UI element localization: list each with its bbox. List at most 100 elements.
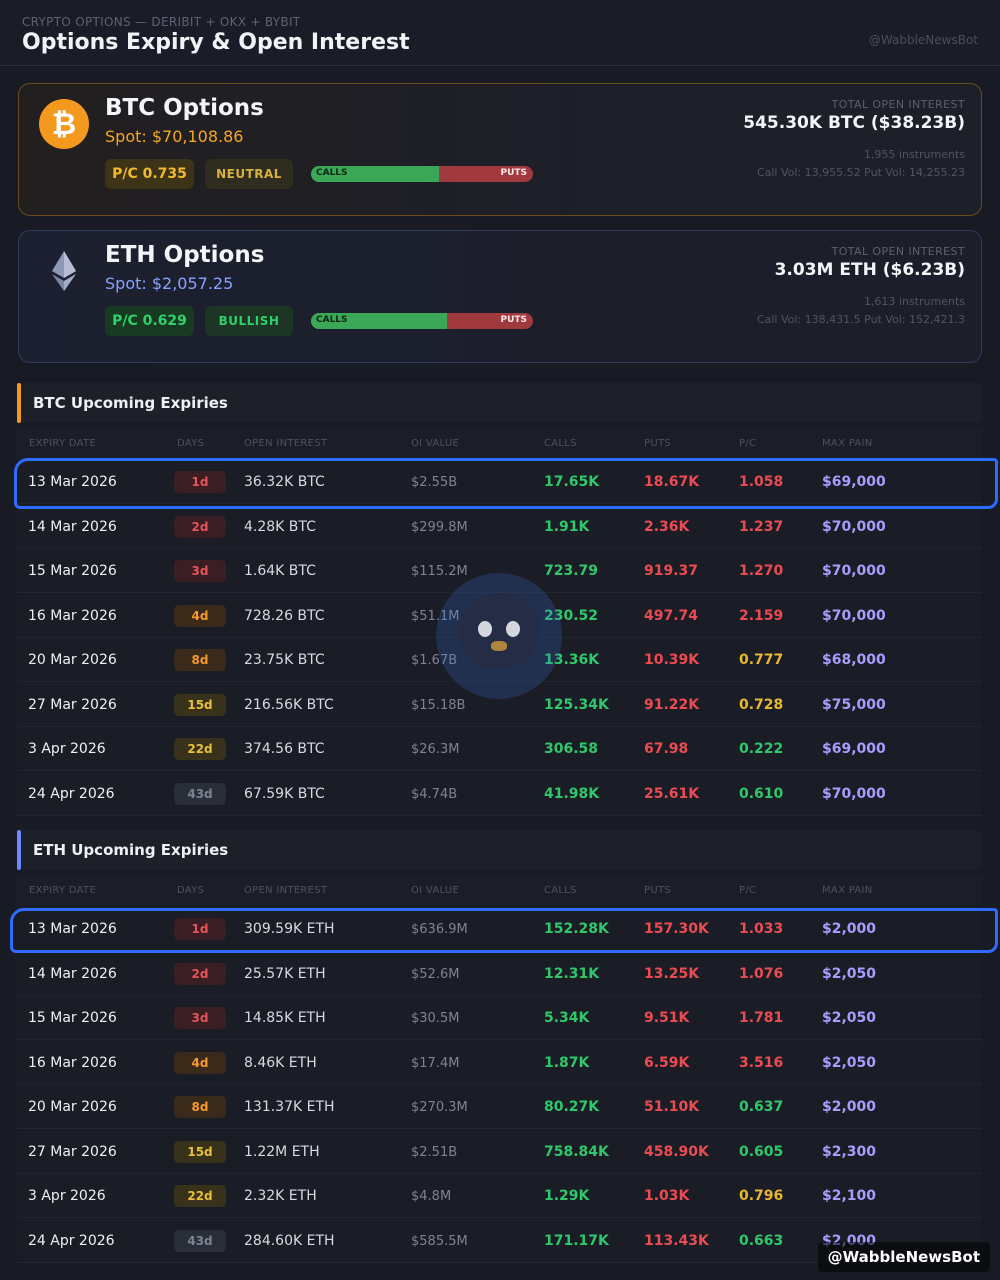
oi-value: $15.18B [411, 697, 466, 713]
puts-count: 51.10K [644, 1099, 700, 1115]
oi-value: $299.8M [411, 519, 468, 535]
open-interest: 25.57K ETH [244, 965, 326, 982]
puts-count: 91.22K [644, 696, 700, 713]
expiry-date: 15 Mar 2026 [28, 563, 117, 579]
eth-calls-puts-bar: CALLS PUTS [311, 313, 533, 329]
days-badge: 3d [174, 1007, 226, 1029]
max-pain: $2,000 [822, 921, 877, 937]
open-interest: 1.64K BTC [244, 563, 316, 579]
expiry-date: 24 Apr 2026 [28, 1232, 115, 1249]
header-eyebrow: CRYPTO OPTIONS — DERIBIT + OKX + BYBIT [22, 15, 301, 29]
oi-value: $4.8M [411, 1189, 452, 1204]
table-row[interactable]: 27 Mar 2026 15d 216.56K BTC $15.18B 125.34K 9… [17, 682, 982, 727]
max-pain: $2,050 [822, 1054, 877, 1071]
col-open-interest: OPEN INTEREST [244, 885, 328, 896]
table-row[interactable]: 15 Mar 2026 3d 14.85K ETH $30.5M 5.34K 9.51K 1… [17, 996, 982, 1040]
col-puts: PUTS [644, 438, 672, 449]
oi-value: $52.6M [411, 966, 460, 982]
table-row[interactable]: 13 Mar 2026 1d 309.59K ETH $636.9M 152.28K 15… [17, 907, 982, 951]
expiry-date: 27 Mar 2026 [28, 696, 117, 713]
days-badge: 8d [174, 649, 226, 671]
calls-count: 758.84K [544, 1143, 609, 1160]
btc-sentiment-badge: NEUTRAL [205, 159, 293, 189]
pc-ratio: 1.237 [739, 518, 784, 535]
eth-spot-price: Spot: $2,057.25 [105, 274, 234, 293]
table-row[interactable]: 20 Mar 2026 8d 131.37K ETH $270.3M 80.27K 51.… [17, 1085, 982, 1129]
table-row[interactable]: 16 Mar 2026 4d 8.46K ETH $17.4M 1.87K 6.59K 3.… [17, 1040, 982, 1085]
col-pc: P/C [739, 438, 757, 449]
pc-ratio: 0.222 [739, 741, 784, 757]
days-badge: 2d [174, 515, 226, 538]
days-badge: 43d [174, 1229, 226, 1252]
col-puts: PUTS [644, 885, 672, 896]
col-oi-value: OI VALUE [411, 438, 460, 449]
pc-ratio: 0.663 [739, 1232, 784, 1249]
max-pain: $75,000 [822, 696, 886, 713]
table-row[interactable]: 3 Apr 2026 22d 2.32K ETH $4.8M 1.29K 1.03K 0.7… [17, 1174, 982, 1218]
expiry-date: 3 Apr 2026 [28, 1188, 106, 1204]
expiry-date: 14 Mar 2026 [28, 518, 117, 535]
days-badge: 4d [174, 1051, 226, 1074]
btc-calls-puts-bar: CALLS PUTS [311, 166, 533, 182]
max-pain: $70,000 [822, 563, 886, 579]
btc-column-headers: EXPIRY DATE DAYS OPEN INTEREST OI VALUE … [17, 429, 982, 459]
open-interest: 374.56 BTC [244, 741, 325, 757]
open-interest: 67.59K BTC [244, 785, 325, 802]
calls-count: 1.29K [544, 1188, 590, 1204]
eth-card-title: ETH Options [105, 242, 265, 268]
btc-summary-card: ₿ BTC Options Spot: $70,108.86 P/C 0.735… [18, 83, 982, 216]
open-interest: 728.26 BTC [244, 607, 325, 624]
table-row[interactable]: 14 Mar 2026 2d 4.28K BTC $299.8M 1.91K 2.36K 1… [17, 504, 982, 549]
puts-count: 497.74 [644, 607, 699, 624]
ethereum-icon [39, 246, 89, 296]
calls-count: 1.91K [544, 518, 590, 535]
col-expiry-date: EXPIRY DATE [29, 885, 97, 896]
open-interest: 14.85K ETH [244, 1010, 326, 1026]
max-pain: $70,000 [822, 785, 886, 802]
calls-count: 171.17K [544, 1232, 609, 1249]
calls-count: 41.98K [544, 785, 600, 802]
table-row[interactable]: 3 Apr 2026 22d 374.56 BTC $26.3M 306.58 67.98… [17, 727, 982, 771]
btc-oi-value: 545.30K BTC ($38.23B) [743, 113, 965, 133]
calls-count: 723.79 [544, 563, 599, 579]
pc-ratio: 0.605 [739, 1143, 784, 1160]
pc-ratio: 0.796 [739, 1188, 784, 1204]
table-row[interactable]: 27 Mar 2026 15d 1.22M ETH $2.51B 758.84K 458.… [17, 1129, 982, 1174]
oi-value: $270.3M [411, 1100, 468, 1115]
pc-ratio: 0.637 [739, 1099, 784, 1115]
eth-summary-card: ETH Options Spot: $2,057.25 P/C 0.629 BU… [18, 230, 982, 363]
btc-oi-label: TOTAL OPEN INTEREST [831, 98, 965, 111]
table-row[interactable]: 13 Mar 2026 1d 36.32K BTC $2.55B 17.65K 18.67… [17, 460, 982, 504]
btc-pc-badge: P/C 0.735 [105, 159, 194, 189]
max-pain: $2,050 [822, 1010, 877, 1026]
col-pc: P/C [739, 885, 757, 896]
expiry-date: 24 Apr 2026 [28, 785, 115, 802]
btc-volumes: Call Vol: 13,955.52 Put Vol: 14,255.23 [756, 166, 965, 179]
oi-value: $1.67B [411, 653, 458, 668]
eth-instruments: 1,613 instruments [863, 295, 965, 308]
btc-card-title: BTC Options [105, 95, 264, 121]
btc-puts-label: PUTS [500, 168, 527, 178]
table-row[interactable]: 24 Apr 2026 43d 67.59K BTC $4.74B 41.98K 25.6… [17, 771, 982, 816]
calls-count: 306.58 [544, 741, 599, 757]
days-badge: 4d [174, 604, 226, 627]
btc-instruments: 1,955 instruments [863, 148, 965, 161]
pc-ratio: 1.076 [739, 965, 784, 982]
page-title: Options Expiry & Open Interest [22, 30, 410, 55]
oi-value: $51.1M [411, 608, 460, 624]
page-header: CRYPTO OPTIONS — DERIBIT + OKX + BYBIT O… [0, 0, 1000, 66]
pc-ratio: 2.159 [739, 607, 784, 624]
open-interest: 8.46K ETH [244, 1054, 317, 1071]
open-interest: 131.37K ETH [244, 1099, 335, 1115]
oi-value: $4.74B [411, 786, 458, 802]
calls-count: 80.27K [544, 1099, 600, 1115]
pc-ratio: 3.516 [739, 1054, 784, 1071]
max-pain: $2,000 [822, 1099, 877, 1115]
eth-pc-badge: P/C 0.629 [105, 306, 194, 336]
oi-value: $17.4M [411, 1055, 460, 1071]
days-badge: 2d [174, 962, 226, 985]
table-row[interactable]: 15 Mar 2026 3d 1.64K BTC $115.2M 723.79 919.3… [17, 549, 982, 593]
table-row[interactable]: 14 Mar 2026 2d 25.57K ETH $52.6M 12.31K 13.25… [17, 951, 982, 996]
puts-count: 10.39K [644, 652, 700, 668]
btc-calls-label: CALLS [316, 168, 348, 178]
